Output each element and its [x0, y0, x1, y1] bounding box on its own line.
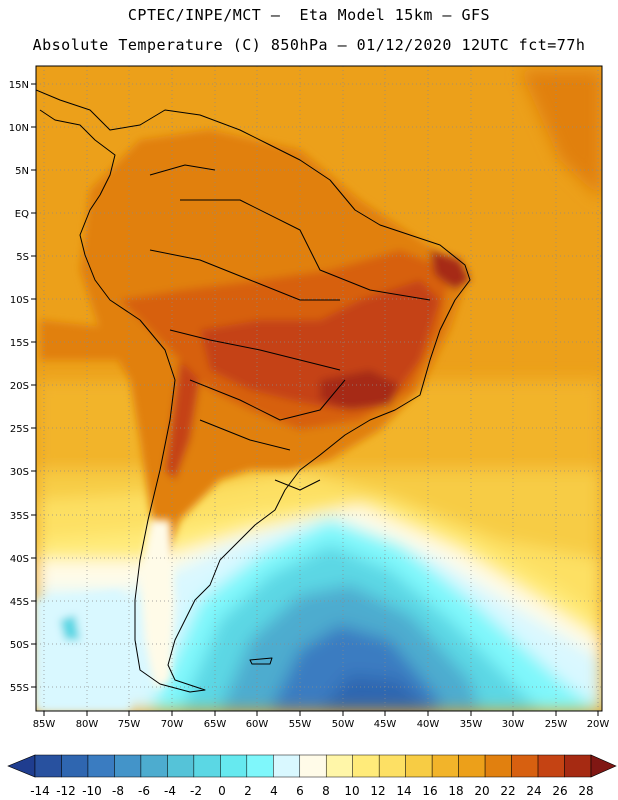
colorbar-swatch [246, 754, 274, 778]
lat-label: 25S [10, 424, 29, 435]
colorbar-tick-label: -12 [56, 784, 76, 798]
colorbar-tick-label: -10 [82, 784, 102, 798]
colorbar-swatch [61, 754, 89, 778]
colorbar-swatch [114, 754, 142, 778]
colorbar-tick-label: 18 [448, 784, 463, 798]
lon-label: 60W [246, 719, 269, 730]
colorbar-swatch [299, 754, 327, 778]
coastlines [36, 89, 471, 693]
colorbar-swatch [87, 754, 115, 778]
lat-label: 10S [10, 295, 29, 306]
map-frame [35, 65, 603, 712]
lon-label: 70W [161, 719, 184, 730]
colorbar-swatch [564, 754, 592, 778]
temperature-field [36, 66, 602, 711]
lon-label: 85W [33, 719, 56, 730]
colorbar-tick-label: 22 [500, 784, 515, 798]
colorbar-swatch [458, 754, 486, 778]
lon-label: 45W [374, 719, 397, 730]
colorbar-swatch [431, 754, 459, 778]
lon-label: 55W [289, 719, 312, 730]
colorbar-swatch [352, 754, 380, 778]
colorbar-tick-label: -8 [112, 784, 124, 798]
colorbar-tick-label: 24 [526, 784, 541, 798]
lat-label: 5N [15, 166, 29, 177]
colorbar-tick-label: 4 [270, 784, 278, 798]
colorbar-tick-label: 16 [422, 784, 437, 798]
colorbar-arrow-right [590, 754, 617, 778]
colorbar-tick-label: -2 [190, 784, 202, 798]
colorbar-swatch [193, 754, 221, 778]
colorbar-tick-label: 6 [296, 784, 304, 798]
colorbar [7, 754, 617, 778]
colorbar-labels: -14 -12 -10 -8 -6 -4 -2 0 2 4 6 8 10 12 … [30, 784, 593, 798]
colorbar-tick-label: 20 [474, 784, 489, 798]
lat-label: 35S [10, 511, 29, 522]
lat-label: 55S [10, 683, 29, 694]
lon-label: 65W [204, 719, 227, 730]
colorbar-tick-label: -6 [138, 784, 150, 798]
colorbar-swatch [378, 754, 406, 778]
colorbar-tick-label: -4 [164, 784, 176, 798]
colorbar-tick-label: 12 [370, 784, 385, 798]
axis-ticks [31, 83, 599, 716]
colorbar-tick-label: 26 [552, 784, 567, 798]
lon-label: 50W [332, 719, 355, 730]
lon-label: 80W [76, 719, 99, 730]
lat-label: EQ [15, 209, 29, 220]
latitude-labels: 15N 10N 5N EQ 5S 10S 15S 20S 25S 30S 35S… [9, 80, 29, 694]
colorbar-swatch [220, 754, 248, 778]
lon-label: 35W [460, 719, 483, 730]
lon-label: 40W [417, 719, 440, 730]
colorbar-tick-label: 2 [244, 784, 252, 798]
lat-label: 15N [9, 80, 29, 91]
title-line-1: CPTEC/INPE/MCT – Eta Model 15km – GFS [127, 6, 491, 24]
colorbar-swatch [273, 754, 301, 778]
colorbar-tick-label: -14 [30, 784, 50, 798]
lat-label: 15S [10, 338, 29, 349]
lon-label: 30W [502, 719, 525, 730]
lat-label: 20S [10, 381, 29, 392]
lat-label: 10N [9, 123, 29, 134]
colorbar-tick-label: 14 [396, 784, 411, 798]
colorbar-tick-label: 10 [344, 784, 359, 798]
lat-label: 40S [10, 554, 29, 565]
colorbar-tick-label: 8 [322, 784, 330, 798]
colorbar-arrow-left [7, 754, 36, 778]
colorbar-tick-label: 0 [218, 784, 226, 798]
colorbar-swatch [140, 754, 168, 778]
lat-label: 30S [10, 467, 29, 478]
lat-label: 5S [16, 252, 29, 263]
lon-label: 20W [587, 719, 610, 730]
colorbar-swatch [34, 754, 62, 778]
colorbar-swatch [167, 754, 195, 778]
colorbar-tick-label: 28 [578, 784, 593, 798]
lon-label: 25W [545, 719, 568, 730]
colorbar-swatch [537, 754, 565, 778]
colorbar-swatch [325, 754, 353, 778]
longitude-labels: 85W 80W 75W 70W 65W 60W 55W 50W 45W 40W … [33, 719, 610, 730]
lat-label: 50S [10, 640, 29, 651]
colorbar-swatch [484, 754, 512, 778]
lat-label: 45S [10, 597, 29, 608]
title-line-2: Absolute Temperature (C) 850hPa – 01/12/… [32, 36, 586, 54]
colorbar-swatch [405, 754, 433, 778]
colorbar-swatch [511, 754, 539, 778]
lon-label: 75W [118, 719, 141, 730]
